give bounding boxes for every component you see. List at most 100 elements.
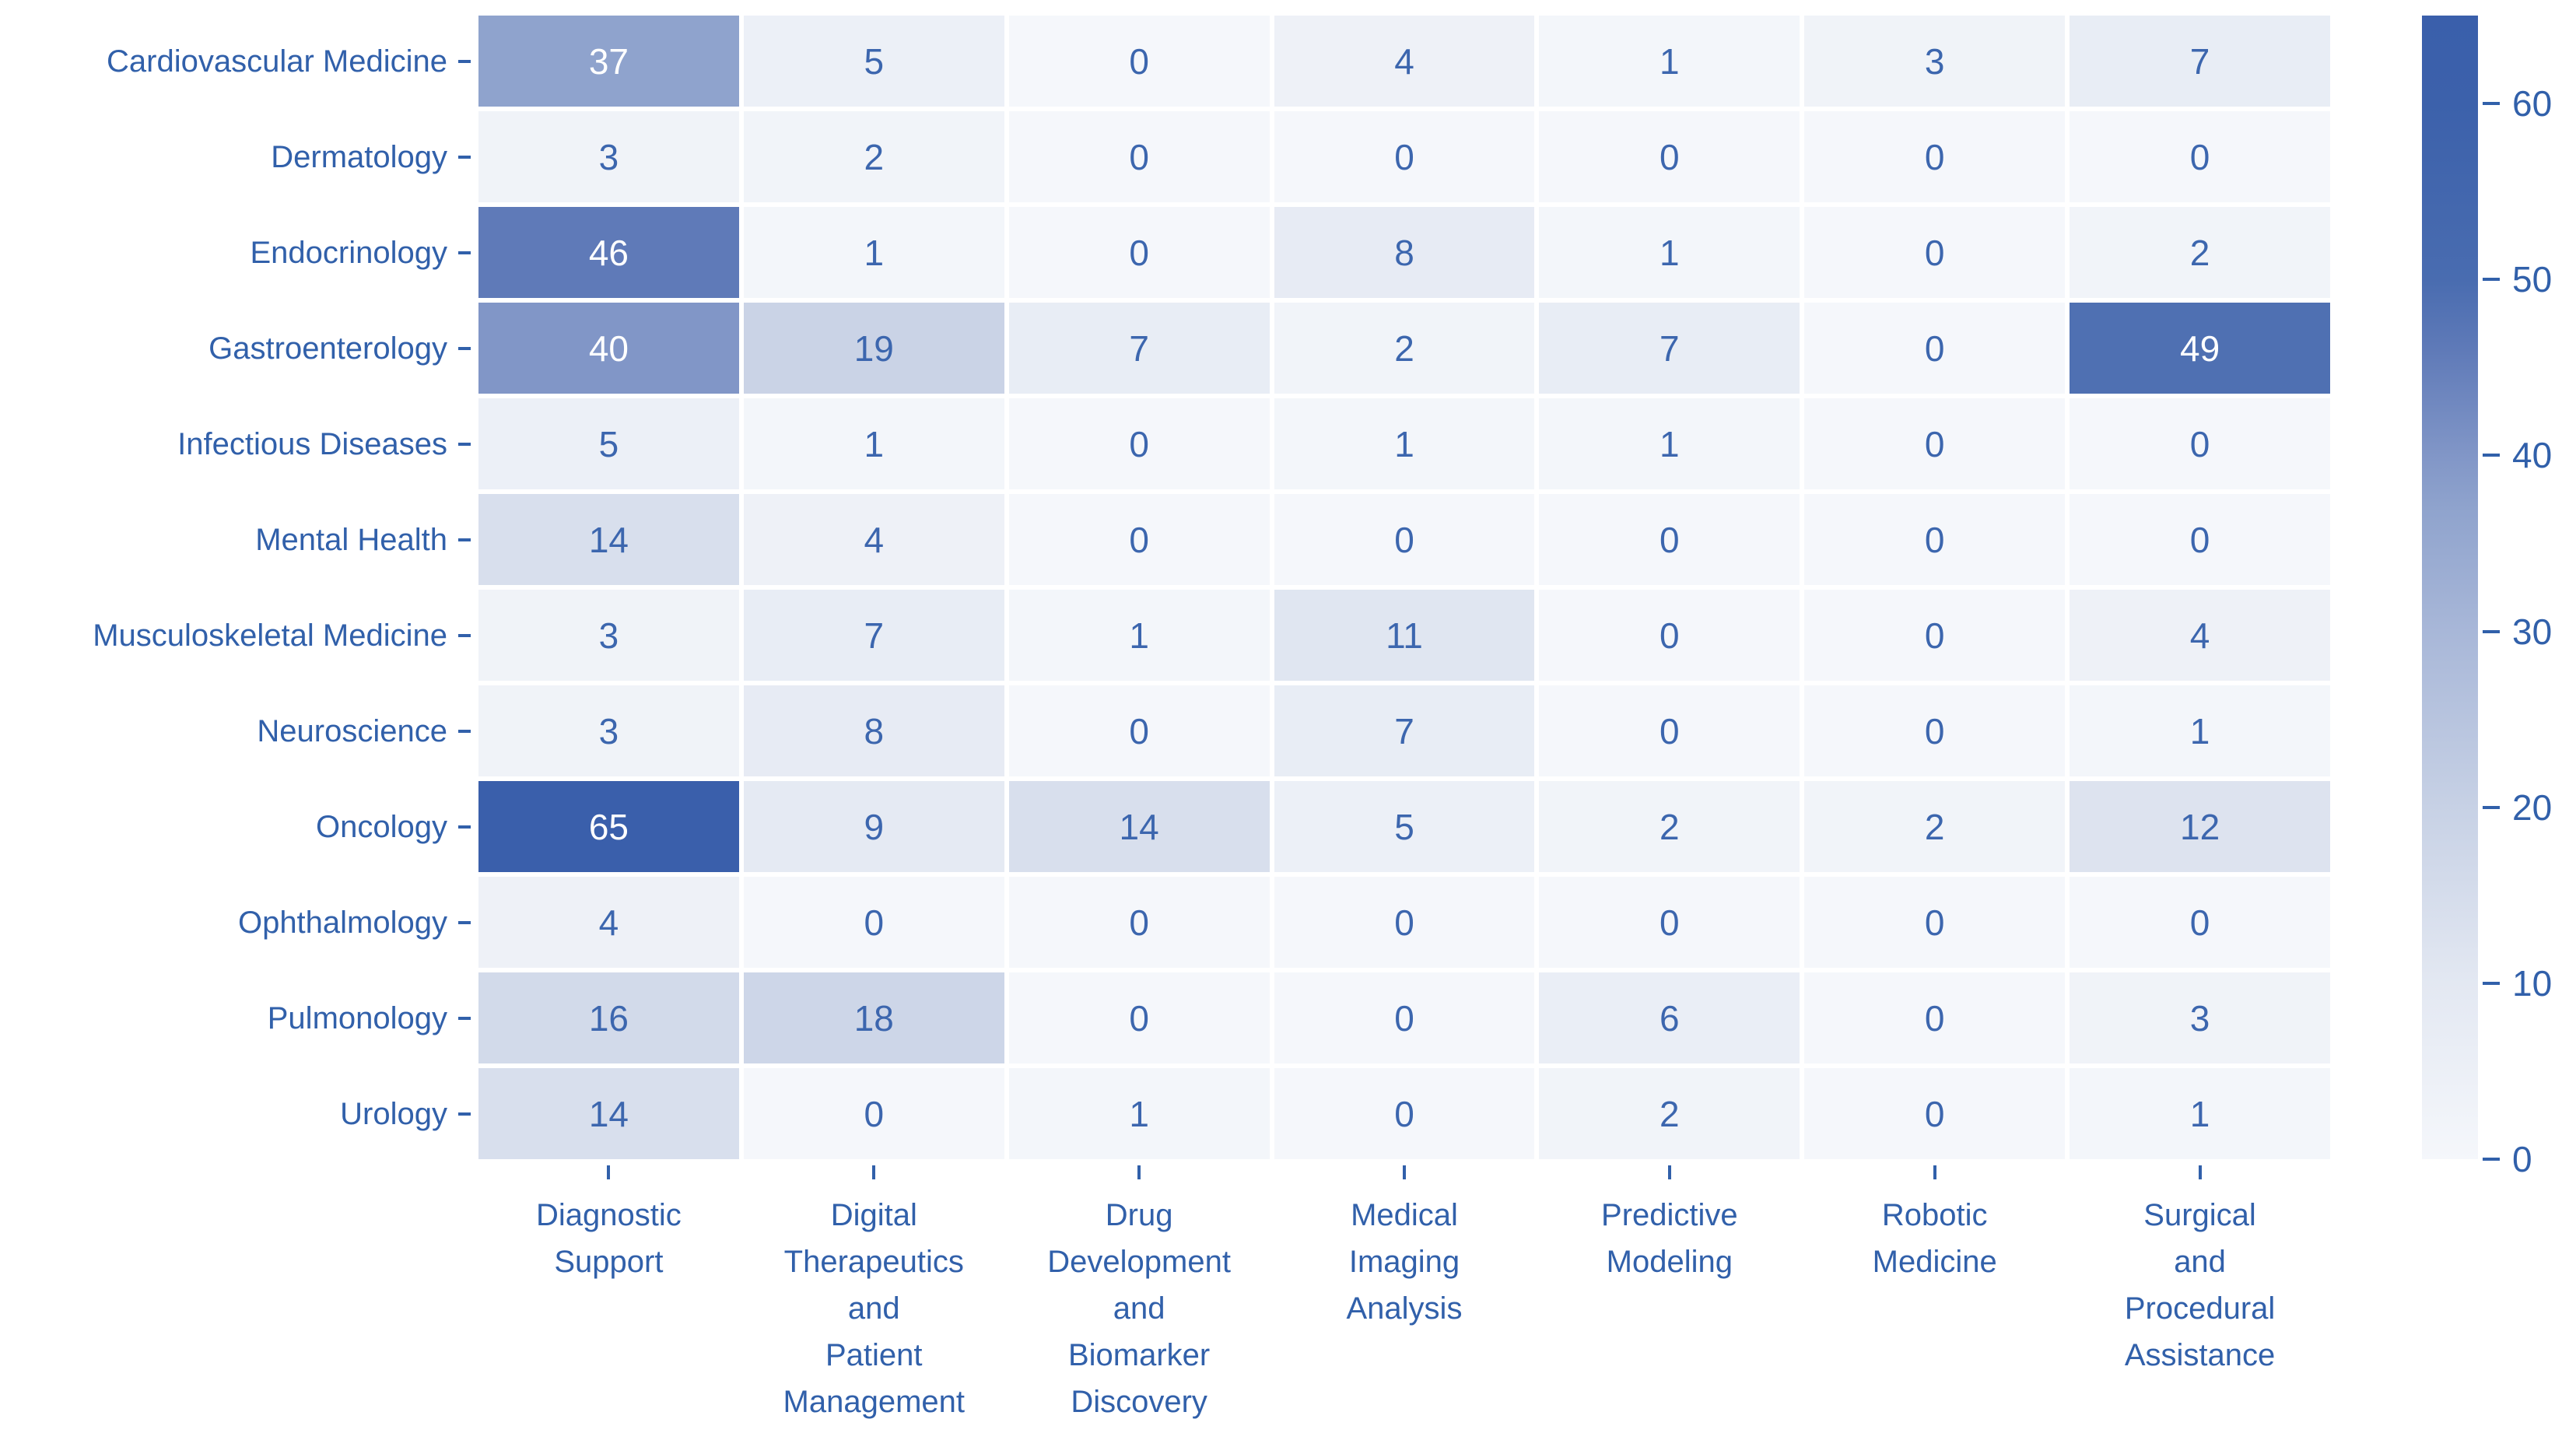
- colorbar-tick: [2483, 1158, 2500, 1161]
- heatmap-cell: 5: [1274, 781, 1535, 872]
- y-tick: [458, 1112, 471, 1116]
- heatmap-cell: 40: [478, 303, 739, 394]
- x-axis-label: Predictive Modeling: [1601, 1198, 1738, 1279]
- y-axis-label: Gastroenterology: [209, 331, 447, 366]
- heatmap-cell: 0: [1804, 111, 2066, 202]
- heatmap-cell: 8: [743, 685, 1004, 776]
- heatmap-cell: 4: [1274, 16, 1535, 107]
- x-tick: [2198, 1165, 2202, 1179]
- heatmap-cell: 3: [478, 111, 739, 202]
- y-tick: [458, 538, 471, 541]
- heatmap-cell: 0: [1008, 972, 1270, 1063]
- y-tick: [458, 729, 471, 733]
- y-axis-label: Oncology: [316, 809, 447, 844]
- y-tick: [458, 59, 471, 63]
- heatmap-cell: 0: [1008, 877, 1270, 968]
- heatmap-cell: 2: [743, 111, 1004, 202]
- heatmap-cell: 0: [1539, 685, 1800, 776]
- x-tick: [1933, 1165, 1936, 1179]
- heatmap-cell: 0: [1008, 398, 1270, 489]
- heatmap-cell: 0: [1274, 1068, 1535, 1159]
- heatmap-cell: 0: [1539, 111, 1800, 202]
- heatmap-cell: 0: [1008, 111, 1270, 202]
- heatmap-cell: 0: [1804, 494, 2066, 585]
- heatmap-cell: 9: [743, 781, 1004, 872]
- heatmap-grid: 37 5 0 4 1 3 7 3 2 0 0 0 0 0 46 1 0 8 1 0 2 40 19 7 2 7 0 49 5 1 0 1 1 0 0…: [478, 16, 2330, 1159]
- heatmap-cell: 2: [1274, 303, 1535, 394]
- heatmap-cell: 4: [478, 877, 739, 968]
- y-axis-label: Musculoskeletal Medicine: [93, 618, 447, 653]
- heatmap-cell: 8: [1274, 207, 1535, 298]
- colorbar-tick: [2483, 805, 2500, 809]
- x-tick: [872, 1165, 876, 1179]
- heatmap-cell: 1: [2070, 1068, 2330, 1159]
- heatmap-cell: 4: [743, 494, 1004, 585]
- colorbar-tick-label: 10: [2512, 962, 2553, 1004]
- heatmap-cell: 18: [743, 972, 1004, 1063]
- colorbar-tick-label: 0: [2512, 1139, 2532, 1179]
- x-axis-label: Surgical and Procedural Assistance: [2124, 1198, 2276, 1372]
- heatmap-cell: 2: [1539, 1068, 1800, 1159]
- heatmap-cell: 0: [1804, 685, 2066, 776]
- heatmap-cell: 1: [1539, 207, 1800, 298]
- heatmap-cell: 65: [478, 781, 739, 872]
- x-axis-label: Diagnostic Support: [536, 1198, 682, 1279]
- heatmap-cell: 0: [1008, 685, 1270, 776]
- x-tick: [607, 1165, 611, 1179]
- heatmap-cell: 5: [743, 16, 1004, 107]
- y-axis-label: Cardiovascular Medicine: [107, 44, 447, 79]
- y-tick: [458, 633, 471, 637]
- heatmap-cell: 14: [478, 494, 739, 585]
- heatmap-cell: 7: [743, 590, 1004, 681]
- heatmap-cell: 0: [1274, 877, 1535, 968]
- y-axis-label: Pulmonology: [267, 1000, 447, 1035]
- heatmap-cell: 0: [1804, 877, 2066, 968]
- colorbar-tick: [2483, 629, 2500, 633]
- colorbar-tick-label: 30: [2512, 611, 2553, 652]
- heatmap-cell: 1: [1008, 590, 1270, 681]
- heatmap-cell: 37: [478, 16, 739, 107]
- colorbar-tick: [2483, 454, 2500, 457]
- colorbar-tick-label: 60: [2512, 83, 2553, 124]
- heatmap-cell: 1: [1539, 398, 1800, 489]
- heatmap-cell: 11: [1274, 590, 1535, 681]
- heatmap-cell: 0: [1008, 16, 1270, 107]
- y-tick: [458, 1016, 471, 1020]
- heatmap-cell: 1: [1274, 398, 1535, 489]
- x-tick: [1137, 1165, 1141, 1179]
- y-axis-label: Infectious Diseases: [177, 426, 447, 461]
- y-axis-label: Neuroscience: [257, 713, 447, 748]
- colorbar-tick-label: 20: [2512, 787, 2553, 828]
- y-tick: [458, 442, 471, 446]
- x-axis-label: Medical Imaging Analysis: [1346, 1198, 1463, 1326]
- y-axis-label: Urology: [340, 1096, 447, 1131]
- heatmap-cell: 0: [1539, 590, 1800, 681]
- heatmap-cell: 14: [478, 1068, 739, 1159]
- y-tick: [458, 155, 471, 159]
- heatmap-cell: 1: [1539, 16, 1800, 107]
- heatmap-cell: 0: [2070, 494, 2330, 585]
- heatmap-cell: 0: [1804, 972, 2066, 1063]
- heatmap-cell: 0: [1804, 398, 2066, 489]
- heatmap-cell: 2: [2070, 207, 2330, 298]
- y-axis-label: Dermatology: [271, 139, 447, 174]
- heatmap-cell: 14: [1008, 781, 1270, 872]
- heatmap-cell: 7: [1274, 685, 1535, 776]
- y-axis-label: Ophthalmology: [237, 905, 447, 940]
- heatmap-cell: 0: [1804, 303, 2066, 394]
- heatmap-cell: 0: [1804, 590, 2066, 681]
- x-axis-label: Digital Therapeutics and Patient Managem…: [783, 1198, 965, 1419]
- heatmap-cell: 0: [1804, 1068, 2066, 1159]
- colorbar: [2422, 16, 2478, 1159]
- heatmap-cell: 7: [1539, 303, 1800, 394]
- heatmap-cell: 0: [743, 1068, 1004, 1159]
- heatmap-cell: 0: [1008, 494, 1270, 585]
- colorbar-tick: [2483, 981, 2500, 985]
- heatmap-cell: 49: [2070, 303, 2330, 394]
- heatmap-cell: 3: [478, 590, 739, 681]
- heatmap-cell: 3: [1804, 16, 2066, 107]
- heatmap-cell: 6: [1539, 972, 1800, 1063]
- colorbar-tick-label: 40: [2512, 435, 2553, 476]
- colorbar-tick: [2483, 102, 2500, 106]
